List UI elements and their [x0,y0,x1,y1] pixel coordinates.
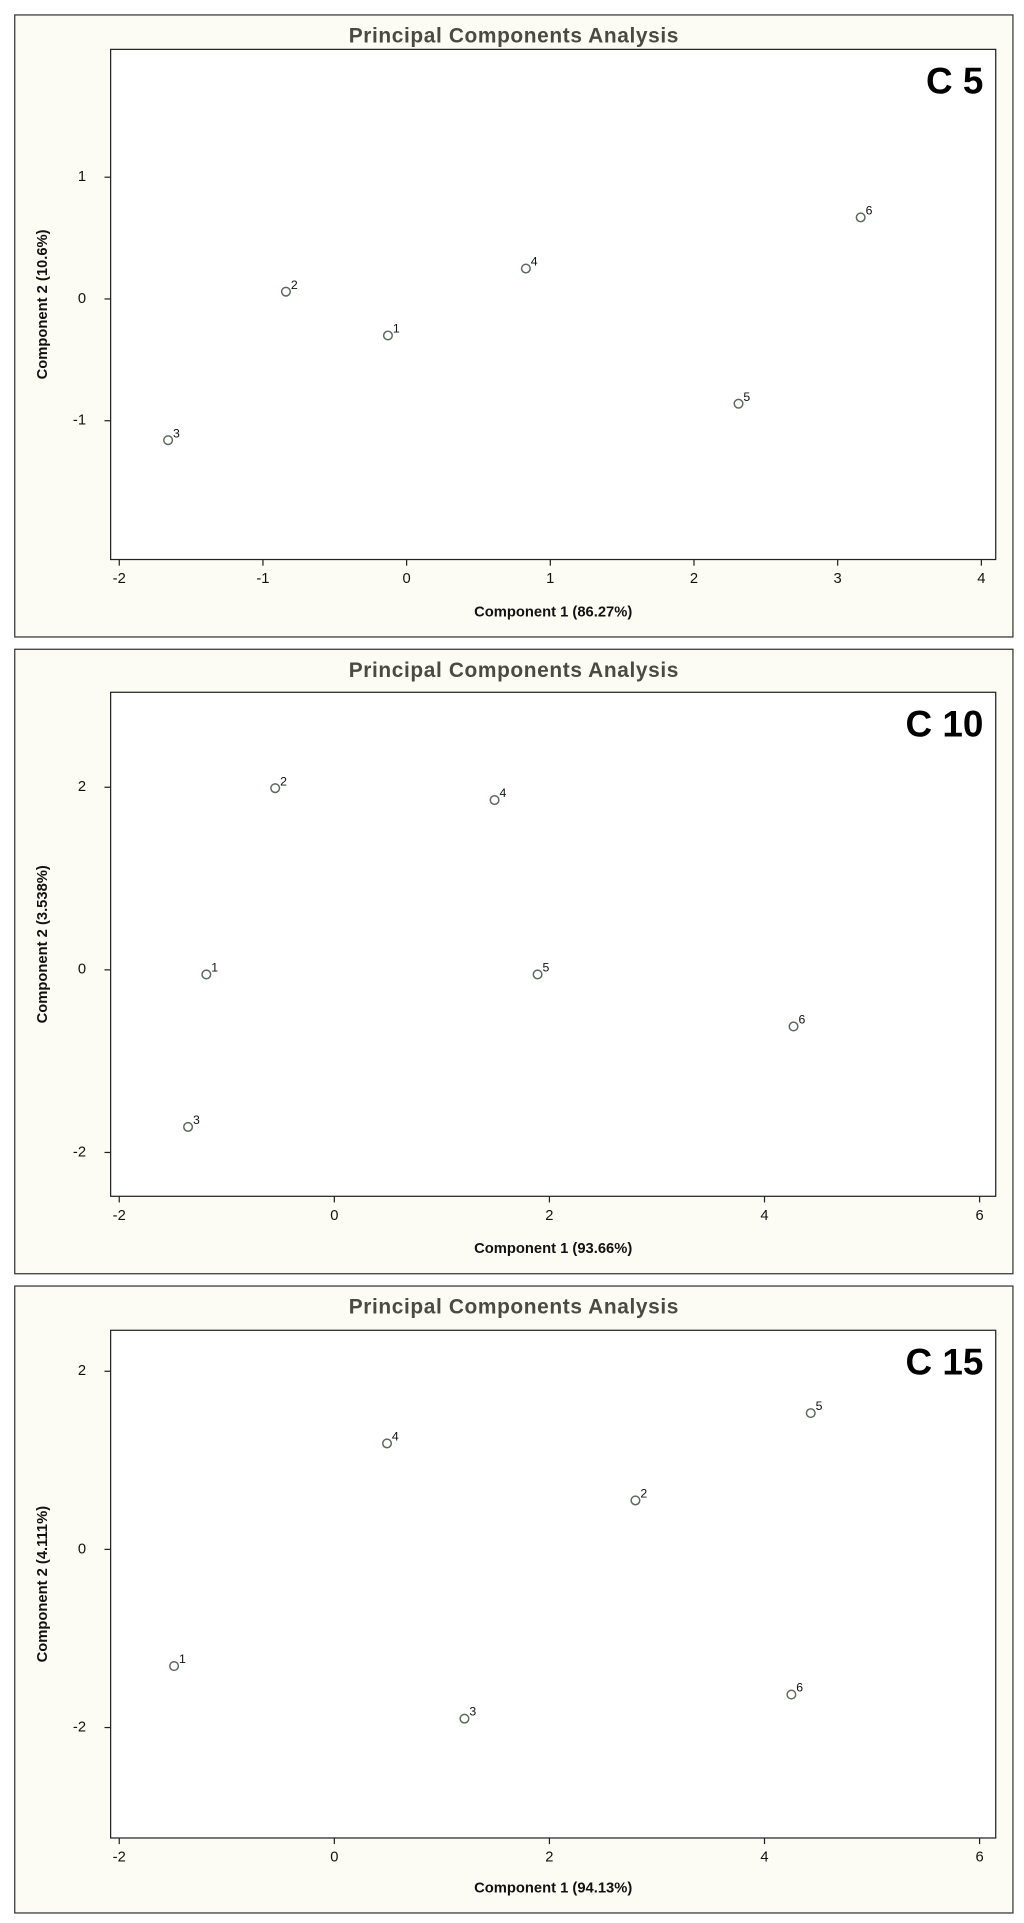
chart-title: Principal Components Analysis [349,25,679,48]
point [855,212,866,223]
point-label: 3 [173,426,180,440]
x-tick-label: 4 [760,1208,768,1224]
x-tick-label: -1 [256,571,269,587]
point [786,1689,797,1700]
point-label: 5 [543,961,550,975]
point-label: 6 [796,1681,803,1695]
point-label: 6 [798,1013,805,1027]
annotation: C 15 [906,1341,984,1382]
y-tick-label: 0 [78,962,86,978]
y-tick-label: 0 [78,1541,86,1557]
y-tick-label: 1 [78,169,86,185]
x-tick-label: 4 [977,571,985,587]
x-tick-label: -2 [113,1208,126,1224]
plot-area [110,48,997,561]
y-axis-label: Component 2 (4.111%) [35,1506,51,1663]
point [163,435,174,446]
point-label: 4 [392,1430,399,1444]
annotation: C 10 [906,703,984,744]
y-tick-label: -2 [73,1144,86,1160]
x-tick-label: 0 [330,1850,338,1866]
point-label: 6 [866,203,873,217]
point [788,1021,799,1032]
x-tick-label: 2 [690,571,698,587]
point-label: 5 [816,1399,823,1413]
y-axis-label: Component 2 (3.538%) [35,865,51,1023]
point [169,1661,180,1672]
x-axis-label: Component 1 (93.66%) [474,1241,632,1257]
point-label: 2 [291,278,298,292]
point [520,263,531,274]
x-tick-label: 0 [403,571,411,587]
chart-title: Principal Components Analysis [349,1296,679,1319]
point-label: 2 [640,1487,647,1501]
point [201,969,212,980]
x-tick-label: 0 [330,1208,338,1224]
x-tick-label: 6 [975,1850,983,1866]
y-tick-label: 2 [78,1363,86,1379]
point-label: 4 [531,255,538,269]
x-tick-label: -2 [113,1850,126,1866]
point-label: 4 [499,786,506,800]
point-label: 5 [743,390,750,404]
x-axis-label: Component 1 (94.13%) [474,1880,632,1896]
point [459,1713,470,1724]
point [382,330,393,341]
point [489,794,500,806]
x-tick-label: 2 [545,1850,553,1866]
point [630,1495,641,1506]
chart-title: Principal Components Analysis [349,659,679,682]
point [733,398,744,409]
y-tick-label: -2 [73,1719,86,1735]
point-label: 1 [211,961,218,975]
x-tick-label: -2 [113,571,126,587]
point [381,1438,393,1449]
x-tick-label: 3 [834,571,842,587]
point-label: 2 [280,774,287,788]
point [270,783,281,794]
point [532,969,543,980]
annotation: C 5 [926,61,983,102]
point-label: 3 [469,1705,476,1719]
x-axis-label: Component 1 (86.27%) [474,604,632,620]
y-tick-label: -1 [73,413,86,429]
x-tick-label: 2 [545,1208,553,1224]
x-tick-label: 6 [975,1208,983,1224]
point [280,286,291,297]
x-tick-label: 1 [546,571,554,587]
plot-area [110,1329,997,1839]
y-axis-label: Component 2 (10.6%) [35,229,51,379]
x-tick-label: 4 [760,1850,768,1866]
plot-area [110,691,997,1197]
point-label: 1 [179,1652,186,1666]
y-tick-label: 2 [78,779,86,795]
point-label: 3 [193,1113,200,1127]
point-label: 1 [393,322,400,336]
point [805,1408,816,1419]
point [183,1121,194,1132]
y-tick-label: 0 [78,291,86,307]
